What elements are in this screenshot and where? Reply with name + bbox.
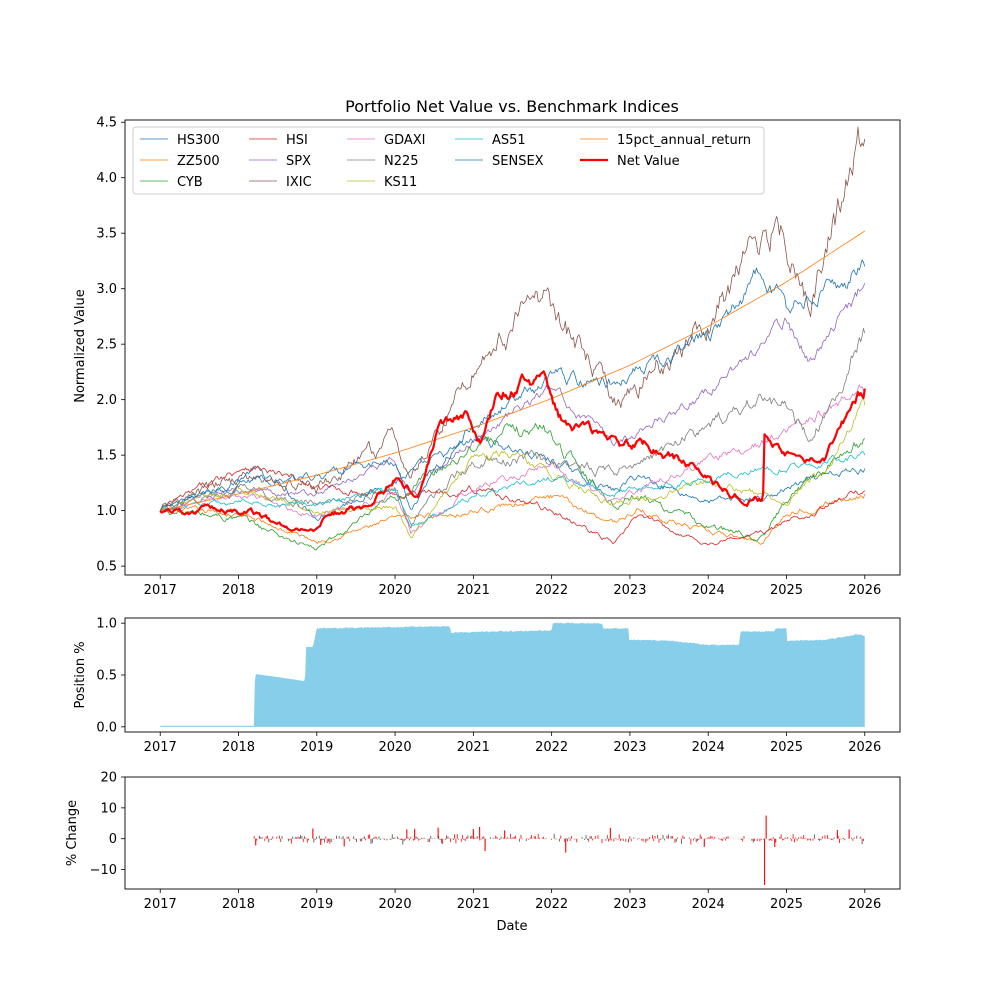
change-y-axis-label: % Change [65, 800, 80, 866]
position-area [160, 622, 865, 727]
main-x-tick-label: 2018 [222, 583, 255, 598]
legend-label: HS300 [177, 133, 220, 148]
position-x-tick-label: 2020 [379, 740, 412, 755]
change-y-tick-label: 10 [100, 801, 117, 816]
main-x-tick-label: 2017 [144, 583, 177, 598]
series-line-gdaxi [159, 384, 866, 534]
position-y-tick-label: 0.0 [96, 720, 117, 735]
legend-label: SENSEX [492, 154, 544, 169]
main-x-tick-label: 2022 [535, 583, 568, 598]
change-y-tick-label: 0 [109, 832, 117, 847]
series-line-ixic [159, 126, 866, 511]
series-line-15pct-annual-return [160, 230, 865, 512]
chart-title: Portfolio Net Value vs. Benchmark Indice… [345, 97, 679, 116]
change-x-tick-label: 2022 [535, 897, 568, 912]
series-line-sensex [159, 259, 866, 511]
legend-label: HSI [286, 133, 308, 148]
main-y-tick-label: 4.0 [96, 171, 117, 186]
legend: HS300 ZZ500 CYB HSI SPX IXIC GDAXI N225 KS11 AS51… [132, 126, 765, 195]
main-y-tick-label: 1.5 [96, 449, 117, 464]
change-plot-area [253, 815, 864, 885]
change-x-tick-label: 2018 [222, 897, 255, 912]
main-plot-area [159, 126, 866, 551]
legend-label: N225 [384, 154, 419, 169]
legend-label: IXIC [286, 175, 312, 190]
main-x-tick-label: 2020 [379, 583, 412, 598]
position-y-tick-label: 0.5 [96, 669, 117, 684]
main-y-tick-label: 2.0 [96, 393, 117, 408]
main-frame [124, 119, 901, 576]
change-y-tick-label: 20 [100, 771, 117, 786]
legend-box [132, 126, 765, 195]
position-x-tick-label: 2026 [848, 740, 881, 755]
position-x-tick-label: 2025 [770, 740, 803, 755]
main-x-tick-label: 2026 [848, 583, 881, 598]
position-x-tick-label: 2019 [300, 740, 333, 755]
series-line-ks11 [159, 396, 866, 539]
legend-label: CYB [177, 175, 203, 190]
change-x-axis-label: Date [496, 919, 527, 934]
position-axes: 2017 2018 2019 2020 2021 2022 2023 2024 2025 2026… [96, 617, 901, 755]
position-x-tick-label: 2023 [613, 740, 646, 755]
position-plot-area [160, 622, 865, 727]
change-x-tick-label: 2026 [848, 897, 881, 912]
change-x-tick-label: 2023 [613, 897, 646, 912]
position-x-tick-label: 2017 [144, 740, 177, 755]
change-frame [124, 776, 901, 890]
main-y-tick-label: 0.5 [96, 560, 117, 575]
legend-label: GDAXI [384, 133, 426, 148]
main-y-axis-label: Normalized Value [73, 289, 88, 403]
main-axes: 2017 2018 2019 2020 2021 2022 2023 2024 2025 2026… [96, 116, 901, 598]
series-line-hsi [159, 465, 866, 546]
change-axes: 2017 2018 2019 2020 2021 2022 2023 2024 2025 2026… [90, 771, 901, 912]
main-y-tick-label: 2.5 [96, 338, 117, 353]
main-y-tick-label: 3.0 [96, 282, 117, 297]
legend-label: SPX [286, 154, 311, 169]
position-x-tick-label: 2022 [535, 740, 568, 755]
change-y-tick-label: −10 [90, 863, 117, 878]
series-line-zz500 [160, 493, 866, 545]
main-x-tick-label: 2024 [692, 583, 725, 598]
position-x-tick-label: 2018 [222, 740, 255, 755]
position-y-tick-label: 1.0 [96, 617, 117, 632]
main-y-tick-label: 1.0 [96, 504, 117, 519]
series-line-n225 [159, 327, 866, 529]
legend-label: KS11 [384, 175, 417, 190]
change-x-tick-label: 2017 [144, 897, 177, 912]
main-y-tick-label: 4.5 [96, 116, 117, 131]
position-x-tick-label: 2024 [692, 740, 725, 755]
change-x-tick-label: 2019 [300, 897, 333, 912]
series-line-as51 [159, 451, 866, 526]
position-y-axis-label: Position % [73, 641, 88, 708]
change-x-tick-label: 2025 [770, 897, 803, 912]
change-chart-panel: % Change Date 2017 2018 2019 2020 2021 2022 20… [65, 771, 901, 934]
main-chart-panel: Portfolio Net Value vs. Benchmark Indice… [73, 97, 901, 598]
series-line-net-value [159, 370, 866, 533]
change-x-tick-label: 2020 [379, 897, 412, 912]
position-chart-panel: Position % 2017 2018 2019 2020 2021 2022 2023 2… [73, 617, 901, 755]
legend-label: AS51 [492, 133, 526, 148]
change-x-tick-label: 2024 [692, 897, 725, 912]
series-line-cyb [160, 423, 866, 551]
main-y-tick-label: 3.5 [96, 227, 117, 242]
legend-label: Net Value [617, 154, 680, 169]
main-x-tick-label: 2021 [457, 583, 490, 598]
main-x-tick-label: 2023 [613, 583, 646, 598]
legend-label: 15pct_annual_return [617, 133, 751, 148]
position-x-tick-label: 2021 [457, 740, 490, 755]
main-x-tick-label: 2019 [300, 583, 333, 598]
series-line-hs300 [159, 435, 866, 521]
change-x-tick-label: 2021 [457, 897, 490, 912]
legend-label: ZZ500 [177, 154, 220, 169]
main-x-tick-label: 2025 [770, 583, 803, 598]
